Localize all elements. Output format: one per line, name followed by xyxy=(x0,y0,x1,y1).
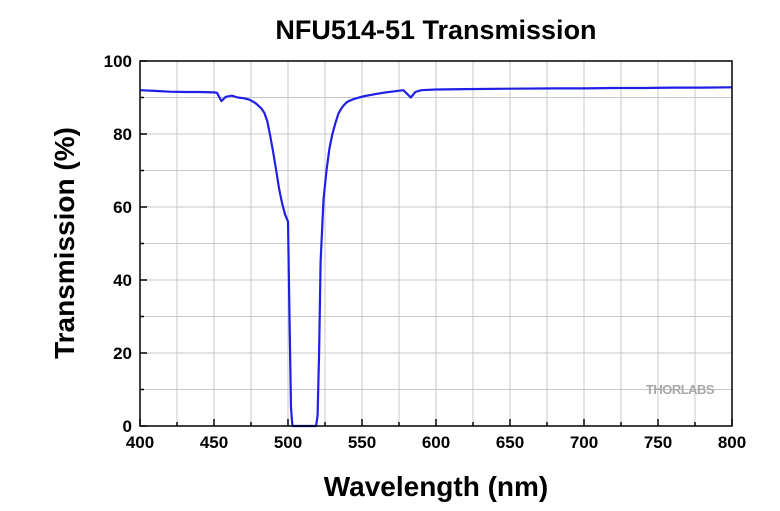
x-tick-label: 600 xyxy=(422,433,450,452)
x-tick-label: 400 xyxy=(126,433,154,452)
x-tick-label: 550 xyxy=(348,433,376,452)
x-tick-label: 650 xyxy=(496,433,524,452)
y-tick-label: 40 xyxy=(113,271,132,290)
x-axis-label: Wavelength (nm) xyxy=(324,471,549,502)
x-tick-label: 450 xyxy=(200,433,228,452)
tick-labels: 400 450 500 550 600 650 700 750 800 0 20 40 60 80 100 xyxy=(104,52,747,452)
x-tick-label: 700 xyxy=(570,433,598,452)
grid-lines xyxy=(140,61,732,426)
x-tick-label: 800 xyxy=(718,433,746,452)
thorlabs-watermark-logo: THORLABS xyxy=(646,382,715,397)
y-tick-label: 0 xyxy=(123,417,132,436)
y-axis-label: Transmission (%) xyxy=(49,127,80,359)
chart-title: NFU514-51 Transmission xyxy=(275,15,596,45)
y-tick-label: 80 xyxy=(113,125,132,144)
y-tick-label: 100 xyxy=(104,52,132,71)
y-tick-label: 60 xyxy=(113,198,132,217)
y-tick-label: 20 xyxy=(113,344,132,363)
axis-ticks xyxy=(139,60,733,427)
x-tick-label: 750 xyxy=(644,433,672,452)
x-tick-label: 500 xyxy=(274,433,302,452)
